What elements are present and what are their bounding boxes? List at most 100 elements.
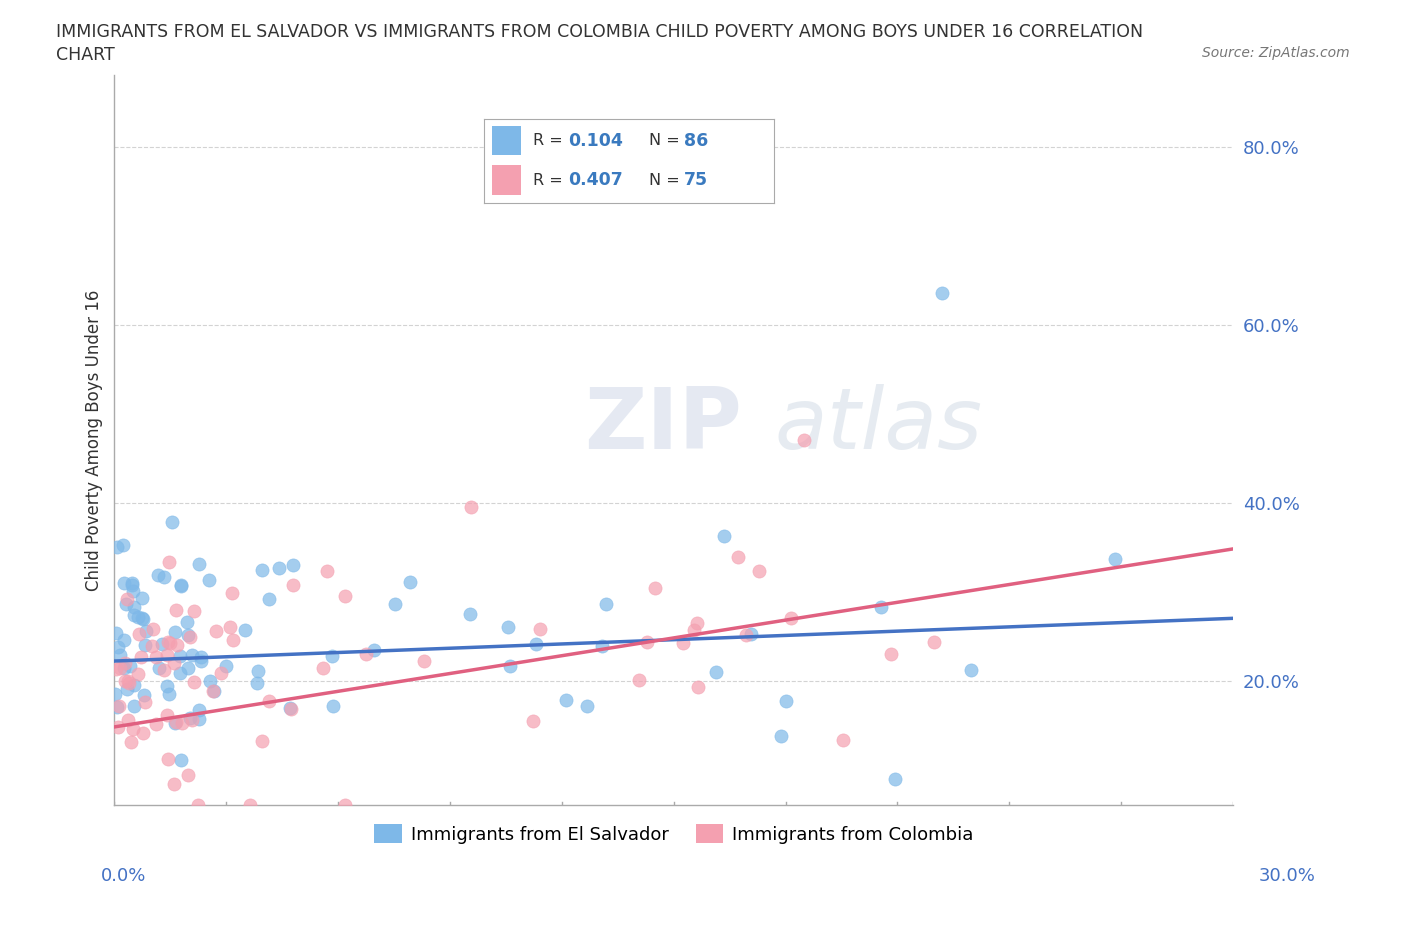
Point	[458, 606, 481, 621]
Text: ZIP: ZIP	[585, 384, 742, 467]
Point	[122, 607, 145, 622]
Point	[160, 514, 183, 529]
Point	[627, 672, 650, 687]
Point	[122, 722, 145, 737]
Point	[780, 610, 803, 625]
Point	[312, 660, 335, 675]
Point	[117, 713, 139, 728]
Point	[104, 687, 127, 702]
Point	[188, 711, 211, 726]
Point	[204, 623, 226, 638]
Point	[131, 591, 153, 605]
Point	[522, 713, 544, 728]
Point	[239, 798, 262, 813]
Point	[152, 662, 174, 677]
Point	[105, 699, 128, 714]
Point	[793, 432, 815, 447]
Point	[880, 646, 903, 661]
Point	[107, 719, 129, 734]
Point	[201, 684, 224, 698]
Point	[170, 753, 193, 768]
Point	[727, 550, 749, 565]
Point	[157, 686, 180, 701]
Point	[960, 662, 983, 677]
Point	[112, 632, 135, 647]
Point	[883, 771, 905, 786]
Point	[145, 649, 167, 664]
Point	[156, 708, 179, 723]
Point	[177, 767, 200, 782]
Point	[322, 698, 344, 713]
Point	[335, 589, 357, 604]
Point	[146, 568, 169, 583]
Text: 0.0%: 0.0%	[101, 867, 146, 885]
Point	[172, 715, 194, 730]
Point	[636, 634, 658, 649]
Point	[177, 661, 200, 676]
Point	[1104, 551, 1126, 566]
Point	[180, 713, 202, 728]
Point	[215, 658, 238, 673]
Point	[148, 661, 170, 676]
Point	[257, 694, 280, 709]
Point	[281, 578, 304, 592]
Point	[740, 627, 762, 642]
Point	[162, 777, 184, 791]
Point	[157, 634, 180, 649]
Point	[831, 733, 853, 748]
Point	[591, 639, 613, 654]
Point	[413, 653, 436, 668]
Point	[176, 614, 198, 629]
Point	[686, 616, 709, 631]
Point	[165, 603, 187, 618]
Point	[333, 798, 356, 813]
Point	[644, 580, 666, 595]
Point	[233, 622, 256, 637]
Point	[187, 702, 209, 717]
Point	[128, 627, 150, 642]
Point	[163, 715, 186, 730]
Point	[121, 578, 143, 592]
Point	[688, 679, 710, 694]
Point	[170, 578, 193, 593]
Point	[127, 667, 149, 682]
Point	[398, 575, 420, 590]
Point	[122, 698, 145, 713]
Point	[118, 659, 141, 674]
Point	[153, 569, 176, 584]
Point	[246, 676, 269, 691]
Point	[748, 564, 770, 578]
Point	[183, 604, 205, 618]
Point	[159, 636, 181, 651]
Point	[354, 646, 377, 661]
Point	[281, 558, 304, 573]
Point	[110, 660, 132, 675]
Point	[131, 650, 153, 665]
Point	[132, 612, 155, 627]
Point	[179, 630, 201, 644]
Point	[250, 733, 273, 748]
Point	[134, 695, 156, 710]
Point	[315, 564, 337, 578]
Point	[181, 647, 204, 662]
Point	[202, 684, 225, 699]
Point	[165, 624, 187, 639]
Text: CHART: CHART	[56, 46, 115, 64]
Point	[280, 701, 302, 716]
Text: IMMIGRANTS FROM EL SALVADOR VS IMMIGRANTS FROM COLOMBIA CHILD POVERTY AMONG BOYS: IMMIGRANTS FROM EL SALVADOR VS IMMIGRANT…	[56, 23, 1143, 41]
Point	[922, 634, 945, 649]
Point	[198, 673, 221, 688]
Point	[321, 648, 343, 663]
Point	[188, 556, 211, 571]
Point	[775, 693, 797, 708]
Point	[870, 599, 893, 614]
Point	[222, 632, 245, 647]
Point	[257, 592, 280, 607]
Point	[363, 643, 385, 658]
Point	[575, 698, 598, 713]
Point	[122, 600, 145, 615]
Text: 30.0%: 30.0%	[1260, 867, 1316, 885]
Point	[218, 620, 240, 635]
Point	[734, 628, 756, 643]
Point	[120, 735, 142, 750]
